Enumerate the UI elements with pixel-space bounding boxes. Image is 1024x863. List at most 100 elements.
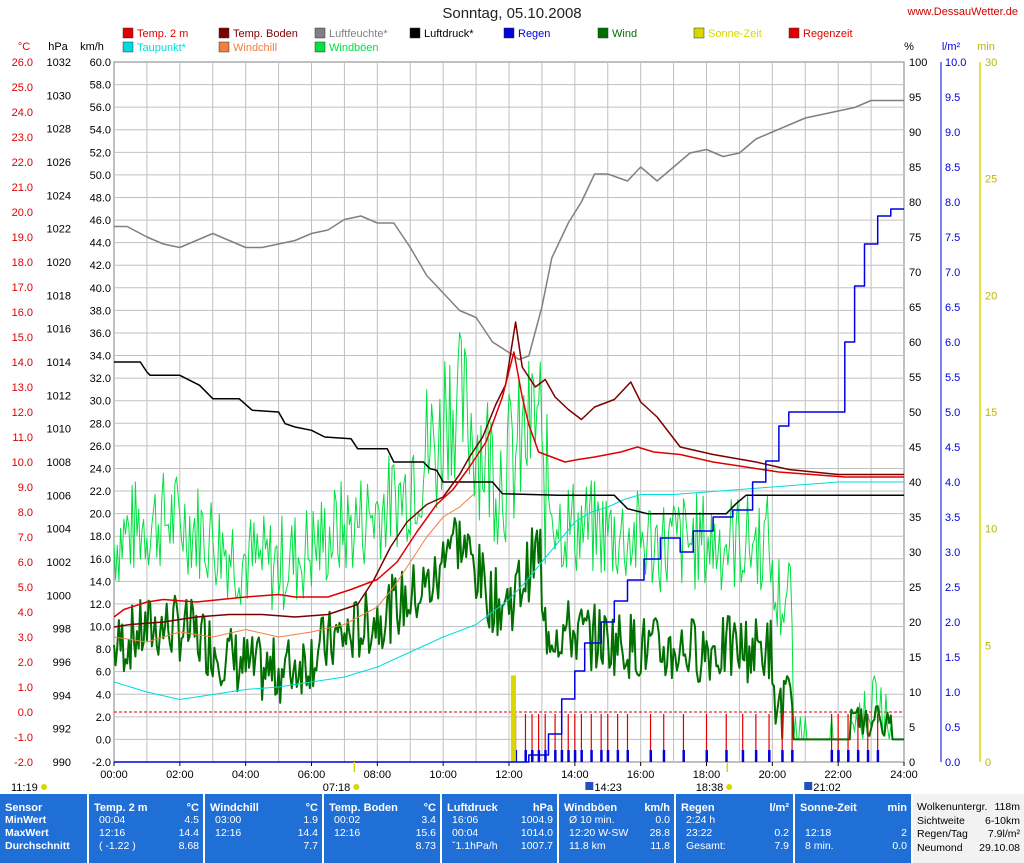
- series-wind: [113, 517, 904, 741]
- legend-label: Temp. Boden: [233, 28, 298, 40]
- tick-label-hpa: 1016: [47, 324, 71, 336]
- tick-label-percent: 35: [909, 512, 921, 524]
- legend-swatch: [218, 27, 230, 39]
- tick-label-percent: 15: [909, 652, 921, 664]
- rain-bar: [662, 750, 666, 762]
- stats-sonne: Sonne-Zeit min 12:18 2 8 min. 0.0: [795, 794, 911, 863]
- stats-time: Gesamt:: [686, 840, 726, 852]
- stats-title: Windchill: [210, 802, 259, 814]
- stats-unit: l/m²: [769, 802, 789, 814]
- tick-label-celsius: 9.0: [18, 482, 33, 494]
- series-luftdruck: [114, 361, 904, 515]
- tick-label-rain: 9.5: [945, 92, 960, 104]
- stats-value: 1007.7: [520, 840, 553, 852]
- stats-title: Luftdruck: [447, 802, 498, 814]
- axis-unit-sun: min: [977, 41, 995, 53]
- info-label: Wolkenuntergr.: [917, 801, 988, 813]
- stats-unit: °C: [423, 802, 436, 814]
- tick-label-rain: 5.0: [945, 407, 960, 419]
- tick-label-hpa: 1002: [47, 557, 71, 569]
- tick-label-percent: 45: [909, 442, 921, 454]
- moonrise-icon: [41, 784, 47, 790]
- stats-windchill: Windchill °C 03:00 1.9 12:16 14.4 7.7: [205, 794, 322, 863]
- tick-label-sun: 5: [985, 640, 991, 652]
- stats-time: 12:20 W-SW: [569, 827, 629, 839]
- time-mark-label: 07:18: [323, 782, 351, 794]
- tick-label-celsius: 10.0: [12, 457, 33, 469]
- stats-time: Ø 10 min.: [569, 814, 615, 826]
- tick-label-hpa: 1010: [47, 424, 71, 436]
- tick-label-kmh: 60.0: [90, 57, 111, 69]
- tick-label-celsius: 0.0: [18, 707, 33, 719]
- tick-label-rain: 10.0: [945, 57, 966, 69]
- stats-info: Wolkenuntergr. 118m Sichtweite 6-10km Rege…: [913, 794, 1024, 863]
- tick-label-kmh: 56.0: [90, 102, 111, 114]
- tick-label-celsius: 25.0: [12, 82, 33, 94]
- stats-value: 1.9: [303, 814, 318, 826]
- tick-label-kmh: 20.0: [90, 509, 111, 521]
- tick-label-kmh: 34.0: [90, 351, 111, 363]
- legend-label: Regenzeit: [803, 28, 853, 40]
- tick-label-celsius: 6.0: [18, 557, 33, 569]
- site-link[interactable]: www.DessauWetter.de: [907, 6, 1018, 18]
- stats-value: 0.0: [655, 814, 670, 826]
- stats-value: 14.4: [297, 827, 318, 839]
- tick-label-rain: 3.0: [945, 547, 960, 559]
- tick-label-celsius: 17.0: [12, 282, 33, 294]
- tick-label-kmh: 50.0: [90, 170, 111, 182]
- rain-bar: [791, 750, 794, 762]
- stats-druck: Luftdruck hPa 16:06 1004.9 00:04 1014.0 ˇ1.…: [442, 794, 557, 863]
- tick-label-hpa: 1022: [47, 224, 71, 236]
- stats-time: 23:22: [686, 827, 713, 839]
- tick-label-percent: 60: [909, 337, 921, 349]
- rain-bar: [567, 750, 570, 762]
- x-tick-label: 12:00: [495, 769, 523, 781]
- rain-bar: [626, 750, 629, 762]
- stats-boeen: Windböen km/h Ø 10 min. 0.0 12:20 W-SW 28.8…: [559, 794, 674, 863]
- stats-unit: °C: [305, 802, 318, 814]
- legend-swatch: [314, 41, 326, 53]
- stats-sensor-title: Sensor: [5, 802, 43, 814]
- rain-bar: [560, 750, 564, 762]
- stats-time: 03:00: [215, 814, 242, 826]
- stats-regen: Regen l/m² 2:24 h 23:22 0.2 Gesamt: 7.9: [676, 794, 793, 863]
- tick-label-celsius: 15.0: [12, 332, 33, 344]
- tick-label-celsius: 13.0: [12, 382, 33, 394]
- legend-swatch: [122, 27, 134, 39]
- tick-label-celsius: 1.0: [18, 682, 33, 694]
- stats-title: Sonne-Zeit: [800, 802, 857, 814]
- axis-unit-hpa: hPa: [48, 41, 68, 53]
- x-tick-label: 06:00: [298, 769, 326, 781]
- legend-label: Luftdruck*: [424, 28, 474, 40]
- tick-label-percent: 30: [909, 547, 921, 559]
- x-tick-label: 24:00: [890, 769, 918, 781]
- legend-label: Wind: [612, 28, 637, 40]
- info-label: Regen/Tag: [917, 828, 968, 840]
- tick-label-rain: 9.0: [945, 127, 960, 139]
- rain-bar: [837, 750, 840, 762]
- rain-bar: [573, 750, 577, 762]
- tick-label-percent: 75: [909, 232, 921, 244]
- tick-label-celsius: 26.0: [12, 57, 33, 69]
- tick-label-rain: 0.0: [945, 757, 960, 769]
- tick-label-hpa: 994: [53, 690, 71, 702]
- tick-label-rain: 3.5: [945, 512, 960, 524]
- info-label: Neumond: [917, 841, 963, 854]
- series-taupunkt: [113, 481, 904, 700]
- stats-value: 1004.9: [520, 814, 553, 826]
- stats-value: 0.0: [892, 840, 907, 852]
- x-tick-label: 20:00: [759, 769, 787, 781]
- series-windchill: [113, 491, 477, 643]
- legend-swatch: [314, 27, 326, 39]
- tick-label-percent: 65: [909, 302, 921, 314]
- tick-label-percent: 55: [909, 372, 921, 384]
- rain-bar: [590, 750, 593, 762]
- tick-label-celsius: 21.0: [12, 182, 33, 194]
- rain-bar: [544, 750, 547, 762]
- x-tick-label: 02:00: [166, 769, 194, 781]
- tick-label-kmh: 38.0: [90, 305, 111, 317]
- x-tick-label: 08:00: [364, 769, 392, 781]
- stats-label-min: MinWert: [5, 814, 47, 826]
- tick-label-celsius: 2.0: [18, 657, 33, 669]
- tick-label-rain: 8.0: [945, 197, 960, 209]
